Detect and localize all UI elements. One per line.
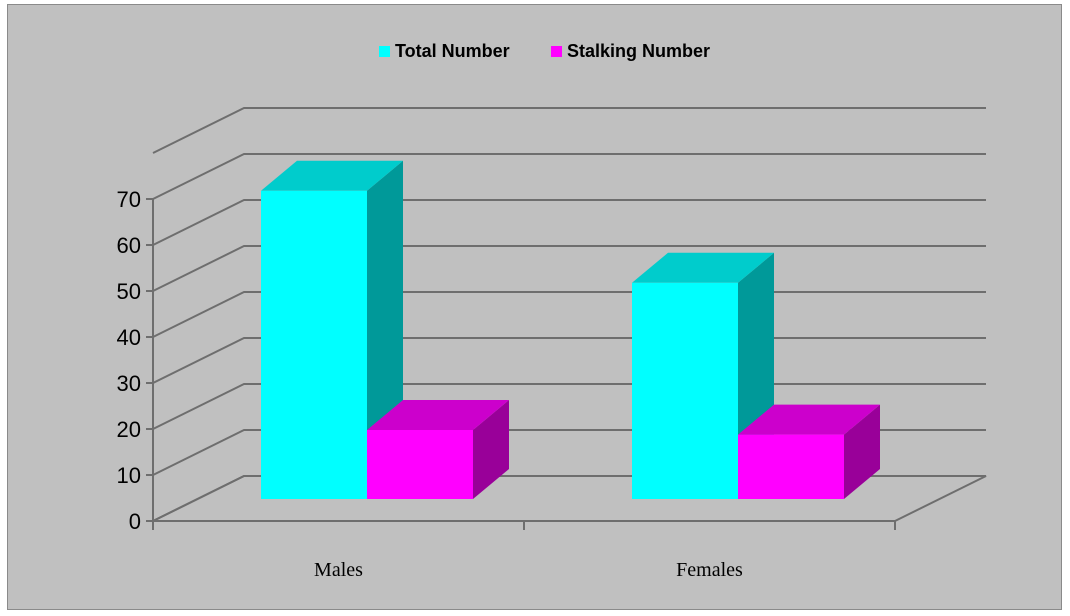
bar-top-face bbox=[261, 160, 403, 191]
category-label: Males bbox=[314, 559, 363, 581]
legend-item: Stalking Number bbox=[551, 41, 710, 61]
bar-stalking-number-males bbox=[367, 400, 509, 499]
bar-top-face bbox=[632, 252, 774, 283]
bar-total-number-females bbox=[632, 252, 774, 499]
bar-side-face bbox=[844, 404, 880, 499]
legend-label: Total Number bbox=[395, 41, 510, 61]
y-tick-label: 50 bbox=[117, 279, 141, 304]
bar-side-face bbox=[473, 400, 509, 499]
legend-swatch bbox=[551, 46, 562, 57]
bar-front-face bbox=[367, 430, 473, 499]
y-tick-label: 40 bbox=[117, 325, 141, 350]
category-labels: Males Females bbox=[314, 559, 743, 581]
legend-item: Total Number bbox=[379, 41, 510, 61]
bars bbox=[261, 160, 880, 500]
y-tick-labels: 0 10 20 30 40 50 60 70 bbox=[117, 187, 141, 534]
y-tick-label: 70 bbox=[117, 187, 141, 212]
category-label: Females bbox=[676, 559, 743, 581]
y-tick-label: 30 bbox=[117, 371, 141, 396]
bar-front-face bbox=[261, 190, 367, 500]
bar-front-face bbox=[738, 434, 844, 499]
legend-label: Stalking Number bbox=[567, 41, 710, 61]
gridline bbox=[152, 153, 986, 200]
legend: Total Number Stalking Number bbox=[379, 41, 710, 61]
bar-front-face bbox=[632, 282, 738, 499]
legend-swatch bbox=[379, 46, 390, 57]
y-axis bbox=[146, 198, 896, 530]
chart-frame bbox=[7, 4, 1062, 610]
bar-top-face bbox=[367, 400, 509, 430]
gridline bbox=[152, 107, 986, 154]
y-tick-label: 60 bbox=[117, 233, 141, 258]
gridline bbox=[152, 199, 986, 246]
bar-stalking-number-females bbox=[738, 404, 880, 499]
y-tick-label: 0 bbox=[129, 509, 141, 534]
y-tick-label: 10 bbox=[117, 463, 141, 488]
bar-top-face bbox=[738, 404, 880, 435]
y-tick-label: 20 bbox=[117, 417, 141, 442]
gridline bbox=[152, 245, 986, 292]
